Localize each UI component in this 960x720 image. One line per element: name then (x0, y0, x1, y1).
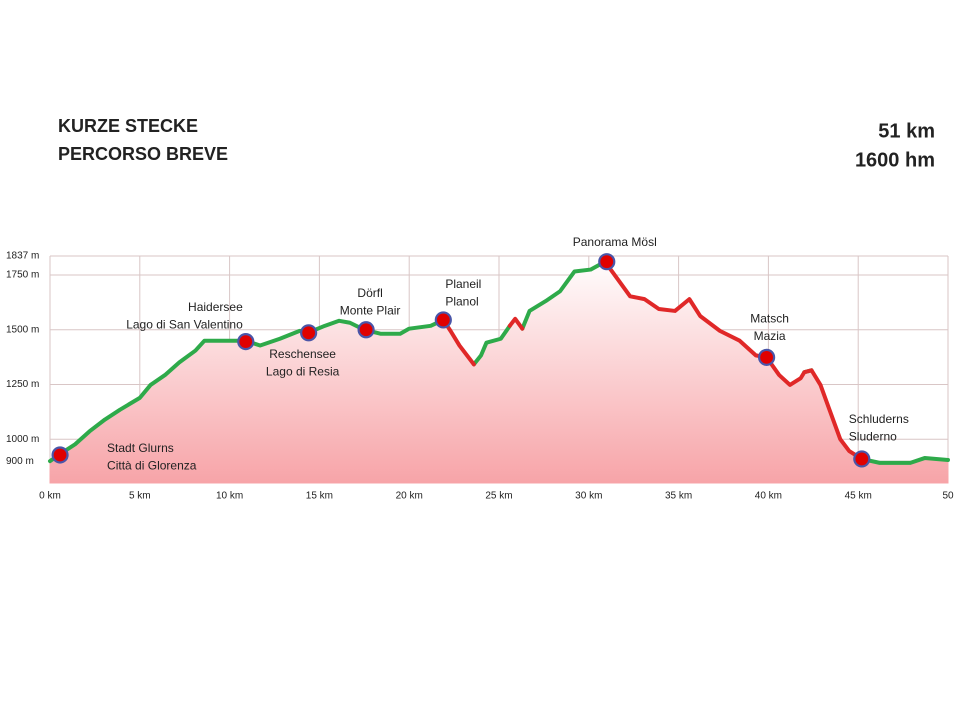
profile-line (520, 259, 607, 331)
waypoint-marker (300, 324, 318, 342)
waypoint-label: Città di Glorenza (107, 459, 197, 473)
waypoint-label: Stadt Glurns (107, 441, 174, 455)
x-tick-label: 10 km (216, 491, 243, 502)
waypoint-marker (434, 311, 452, 329)
y-tick-label: 900 m (6, 456, 34, 467)
area (473, 324, 511, 484)
waypoint-label: Panorama Mösl (573, 235, 657, 249)
waypoint-marker (237, 332, 255, 351)
waypoint-label: Mazia (754, 329, 786, 343)
y-tick-label: 1250 m (6, 379, 39, 390)
y-tick-label: 1750 m (6, 270, 39, 281)
area (604, 260, 863, 484)
x-tick-label: 25 km (485, 491, 512, 502)
area (509, 317, 523, 484)
profile-line (859, 456, 950, 465)
stat: 1600 hm (855, 149, 935, 171)
waypoint-label: Haidersee (188, 300, 243, 314)
waypoint-label: Planol (445, 295, 478, 309)
waypoint-label: Planeil (445, 277, 481, 291)
waypoint-label: Sluderno (849, 430, 897, 444)
waypoint-marker (853, 450, 871, 468)
y-tick-label: 1500 m (6, 324, 39, 335)
y-tick-label: 1837 m (6, 251, 39, 262)
area-group (49, 260, 949, 484)
x-tick-label: 45 km (845, 491, 872, 502)
area (521, 260, 606, 484)
title-line: KURZE STECKE (58, 116, 198, 136)
x-tick-label: 0 km (39, 491, 61, 502)
waypoint-marker (357, 321, 375, 339)
x-tick-label: 30 km (575, 491, 602, 502)
waypoint-label: Monte Plair (340, 303, 401, 317)
waypoint-label: Matsch (750, 312, 789, 326)
profile-line (507, 316, 525, 331)
waypoint-marker (758, 348, 776, 366)
waypoint-label: Reschensee (269, 347, 336, 361)
waypoint-marker (51, 446, 69, 464)
waypoint-label: Dörfl (357, 286, 382, 300)
x-tick-label: 40 km (755, 491, 782, 502)
waypoint-label: Schluderns (849, 412, 909, 426)
y-tick-label: 1000 m (6, 434, 39, 445)
waypoint-label: Lago di Resia (266, 365, 340, 379)
x-tick-label: 50 (942, 491, 954, 502)
x-tick-label: 15 km (306, 491, 333, 502)
x-tick-label: 20 km (396, 491, 423, 502)
profile-line (471, 323, 512, 367)
x-tick-label: 35 km (665, 491, 692, 502)
waypoint-marker (598, 253, 616, 271)
x-tick-label: 5 km (129, 491, 151, 502)
stat: 51 km (878, 120, 935, 142)
title-line: PERCORSO BREVE (58, 144, 228, 164)
waypoint-label: Lago di San Valentino (126, 317, 243, 331)
